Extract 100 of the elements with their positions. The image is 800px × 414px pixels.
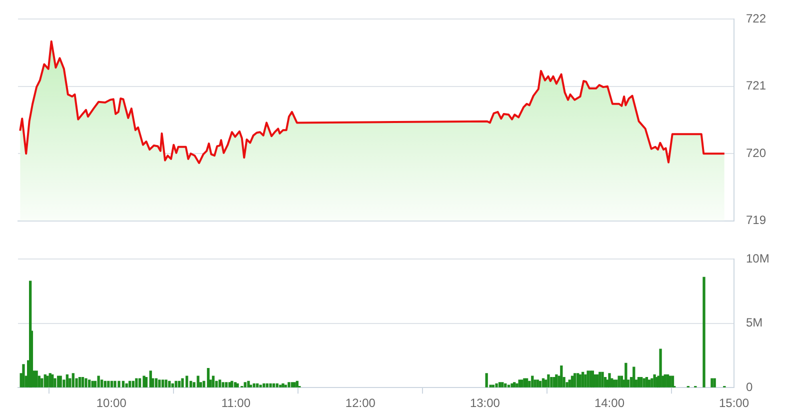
bar <box>138 378 142 388</box>
bar <box>659 348 662 388</box>
bar <box>164 380 168 388</box>
bar <box>495 383 498 388</box>
y-tick-label: 5M <box>746 316 763 330</box>
bar <box>550 377 553 388</box>
bar <box>196 376 200 388</box>
bar <box>507 384 510 388</box>
bar <box>247 380 250 388</box>
bar <box>702 276 706 388</box>
bar <box>531 376 534 388</box>
bar <box>269 383 272 388</box>
bar <box>513 382 516 388</box>
bar <box>81 377 84 388</box>
bar <box>161 380 164 388</box>
bar <box>618 376 620 388</box>
bar <box>501 382 504 388</box>
bar <box>640 377 643 388</box>
bar <box>128 380 132 388</box>
bar <box>236 383 239 388</box>
bar <box>266 383 268 388</box>
bar <box>668 376 672 388</box>
bar <box>78 377 82 388</box>
x-tick-label: 13:00 <box>470 396 500 410</box>
bar <box>142 376 146 388</box>
bar <box>671 376 674 388</box>
x-tick-label: 11:00 <box>221 396 251 410</box>
bar <box>88 380 91 388</box>
bar <box>288 382 290 388</box>
bar <box>525 378 528 388</box>
bar <box>212 376 215 388</box>
bar <box>54 378 56 388</box>
bar <box>262 383 266 388</box>
bar <box>624 362 628 388</box>
bar <box>542 378 545 388</box>
bar <box>118 380 120 388</box>
bar <box>582 372 584 388</box>
bar <box>158 380 161 388</box>
y-tick-label: 722 <box>746 12 766 26</box>
y-tick-label: 721 <box>746 78 766 93</box>
bar <box>230 380 234 388</box>
bar <box>523 378 526 388</box>
y-tick-label: 719 <box>746 213 766 228</box>
bar <box>538 380 542 388</box>
bar <box>632 366 636 388</box>
bar <box>485 373 488 388</box>
bar <box>536 380 539 388</box>
bar <box>244 382 246 388</box>
bar <box>154 378 158 388</box>
bar <box>492 384 495 388</box>
bar <box>72 373 74 388</box>
bar <box>218 380 222 388</box>
bar <box>560 365 563 388</box>
bar <box>202 380 206 388</box>
bar <box>104 380 106 388</box>
bar <box>284 384 287 388</box>
bar <box>650 378 654 388</box>
bar <box>282 383 284 388</box>
bar <box>584 374 587 388</box>
bar <box>272 383 276 388</box>
bar <box>224 382 228 388</box>
bar <box>40 378 44 388</box>
bar <box>57 376 60 388</box>
bar <box>178 380 181 388</box>
bar <box>35 370 38 388</box>
bar <box>110 380 114 388</box>
bar <box>256 383 259 388</box>
bar <box>168 380 171 388</box>
bar <box>97 376 100 388</box>
bar <box>520 380 524 388</box>
bar <box>518 380 521 388</box>
bar <box>568 380 571 388</box>
bar <box>293 382 296 388</box>
bar <box>547 374 550 388</box>
bar <box>114 380 116 388</box>
bar <box>59 376 62 388</box>
bar <box>66 374 69 388</box>
bar <box>181 378 184 388</box>
y-tick-label: 10M <box>746 252 770 266</box>
bar <box>598 372 602 388</box>
bar <box>279 384 282 388</box>
bar <box>122 380 125 388</box>
x-tick-label: 12:00 <box>345 396 376 410</box>
bar <box>570 376 574 388</box>
bar <box>504 383 507 388</box>
bar <box>222 382 224 388</box>
bar <box>107 380 110 388</box>
bar <box>91 380 94 388</box>
bar <box>653 374 656 388</box>
bar <box>615 380 618 388</box>
bar <box>710 378 714 388</box>
bar <box>534 380 536 388</box>
bar <box>601 372 604 388</box>
bar <box>132 380 135 388</box>
bar <box>648 380 651 388</box>
bar <box>171 383 174 388</box>
bar <box>637 377 640 388</box>
bar <box>135 378 138 388</box>
bar <box>555 374 558 388</box>
bar <box>174 380 178 388</box>
